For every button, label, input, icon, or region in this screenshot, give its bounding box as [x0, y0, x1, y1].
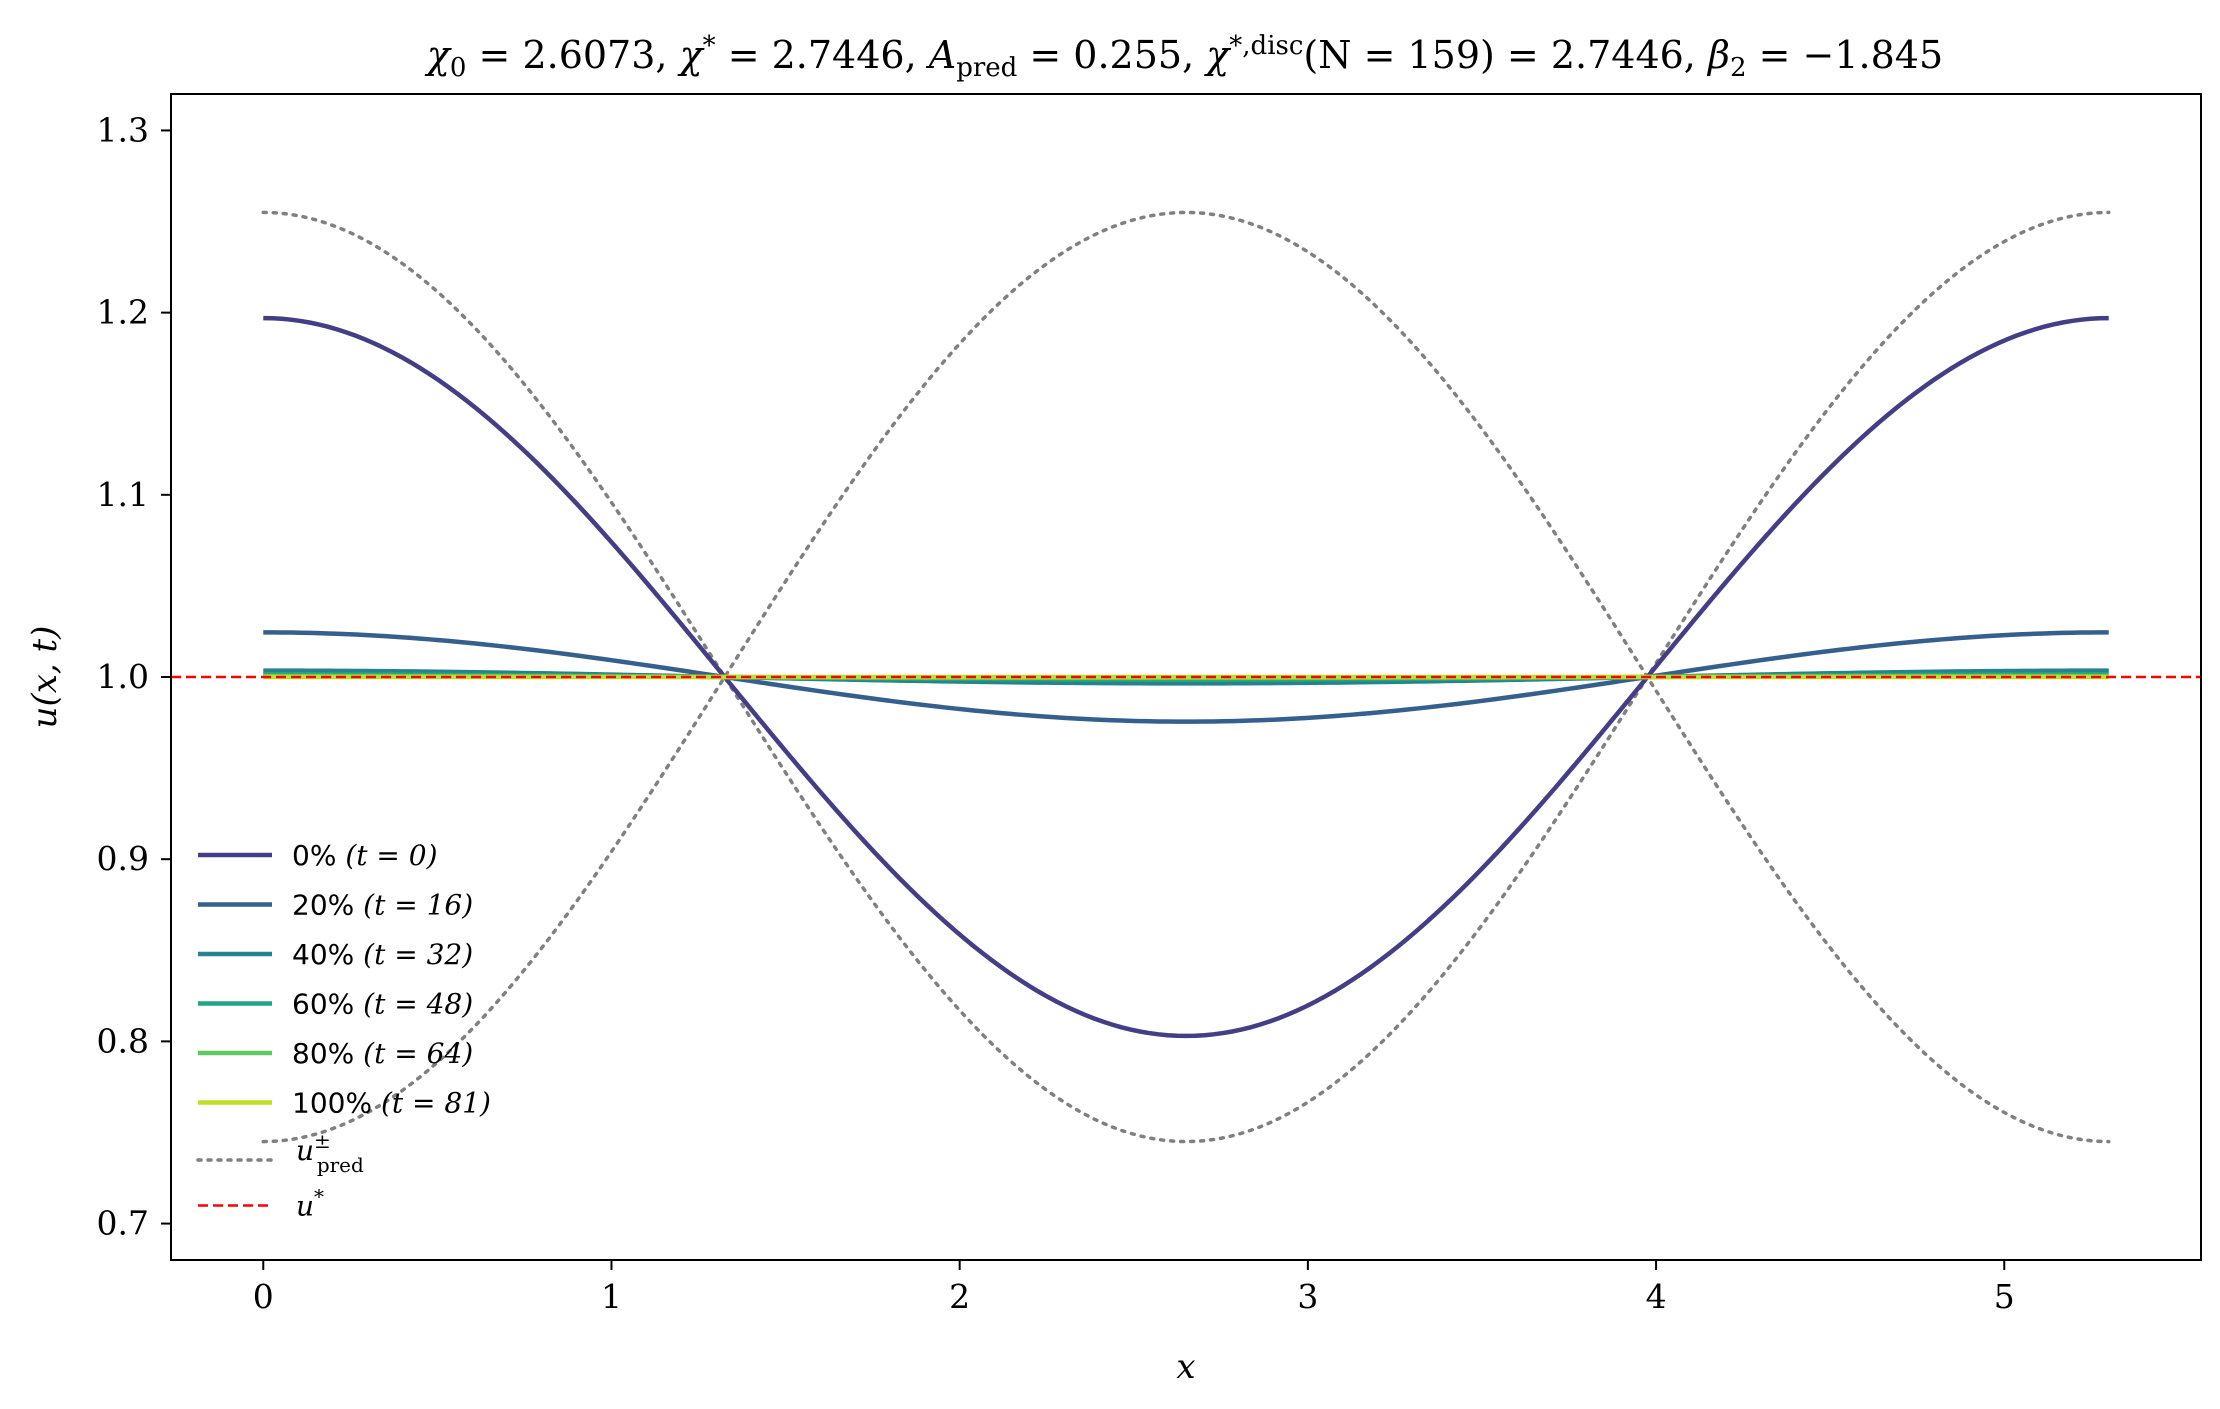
- y-tick-label: 1.1: [97, 475, 149, 514]
- legend-label-5: 100% (t = 81): [292, 1087, 491, 1120]
- x-tick-label: 2: [949, 1277, 970, 1316]
- legend-label-1: 20% (t = 16): [292, 889, 473, 922]
- legend-label-4: 80% (t = 64): [292, 1037, 473, 1070]
- series-line-0: [263, 315, 2109, 1039]
- series-layer: [171, 210, 2201, 1144]
- title-chi0-val: = 2.6073,: [466, 33, 679, 77]
- title-apred-val: = 0.255,: [1017, 33, 1206, 77]
- x-tick-label: 4: [1646, 1277, 1667, 1316]
- y-tick-label: 1.2: [97, 293, 149, 332]
- y-axis-ticks: 0.7 0.8 0.9 1.0 1.1 1.2 1.3: [97, 110, 171, 1243]
- title-chi0: χ: [424, 33, 452, 77]
- title-chi0-sub: 0: [450, 53, 467, 83]
- title-apred-sub: pred: [956, 53, 1017, 83]
- x-tick-label: 5: [1994, 1277, 2015, 1316]
- y-tick-label: 0.8: [97, 1021, 149, 1060]
- legend-label-2: 40% (t = 32): [292, 938, 473, 971]
- y-tick-label: 1.3: [97, 110, 149, 149]
- pred-bound-lower-line: [261, 210, 2111, 1144]
- title-apred: A: [926, 33, 956, 77]
- legend: 0% (t = 0) 20% (t = 16) 40% (t = 32) 60% (t…: [196, 839, 491, 1223]
- title-beta-val: = −1.845: [1747, 33, 1944, 77]
- title-chistar: χ: [677, 33, 705, 77]
- y-axis-label: u(x, t): [25, 626, 65, 729]
- legend-label-0: 0% (t = 0): [292, 839, 438, 872]
- x-tick-label: 1: [601, 1277, 622, 1316]
- x-axis-label: x: [1176, 1347, 1195, 1387]
- legend-label-3: 60% (t = 48): [292, 988, 473, 1021]
- title-chidisc-sup: *,disc: [1229, 31, 1303, 61]
- x-tick-label: 3: [1297, 1277, 1318, 1316]
- legend-label-steady-state: u*: [296, 1185, 324, 1223]
- series-line-1: [263, 630, 2109, 724]
- title-chidisc: χ: [1203, 33, 1231, 77]
- x-axis-ticks: 0 1 2 3 4 5: [253, 1260, 2015, 1316]
- chart-title: χ0 = 2.6073, χ* = 2.7446, Apred = 0.255,…: [424, 31, 1943, 83]
- y-tick-label: 0.9: [97, 839, 149, 878]
- title-chidisc-val: (N = 159) = 2.7446,: [1303, 33, 1708, 77]
- y-tick-label: 1.0: [97, 657, 149, 696]
- x-tick-label: 0: [253, 1277, 274, 1316]
- legend-label-pred-bounds: u± pred: [296, 1129, 364, 1177]
- title-chistar-val: = 2.7446,: [716, 33, 929, 77]
- plot-area: [171, 210, 2201, 1144]
- y-tick-label: 0.7: [97, 1204, 149, 1243]
- pred-bound-upper-line: [261, 210, 2111, 1144]
- title-beta-sub: 2: [1730, 53, 1747, 83]
- title-chistar-sup: *: [703, 31, 716, 61]
- title-beta: β: [1706, 33, 1730, 77]
